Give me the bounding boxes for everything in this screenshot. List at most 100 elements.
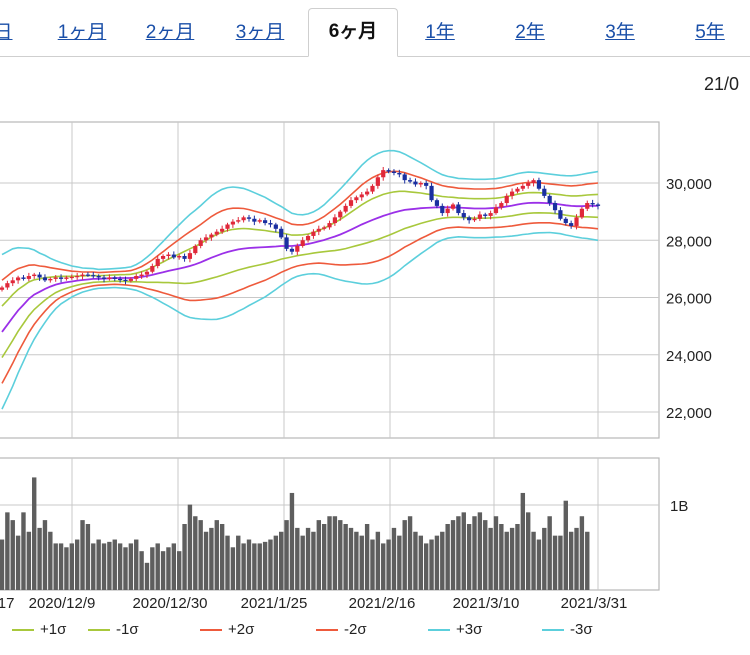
volume-bar <box>230 547 236 590</box>
volume-bar <box>386 539 391 590</box>
candle-body <box>85 274 91 276</box>
candle-body <box>467 217 472 221</box>
candle-body <box>397 172 402 175</box>
tab-6[interactable]: 2年 <box>515 22 545 43</box>
candle-body <box>536 180 542 189</box>
volume-bar <box>445 524 450 590</box>
volume-bar <box>32 477 37 590</box>
tab-7[interactable]: 3年 <box>605 22 635 43</box>
candle-body <box>134 276 139 279</box>
x-tick-label: 2021/2/16 <box>349 595 416 612</box>
volume-bar <box>150 547 155 590</box>
candle-body <box>558 210 563 219</box>
candle-body <box>569 223 574 226</box>
volume-bar <box>53 543 58 590</box>
candle-body <box>542 188 547 196</box>
volume-bar <box>48 531 53 590</box>
volume-bar <box>171 543 177 590</box>
candle-body <box>493 207 499 214</box>
volume-bar <box>166 547 171 590</box>
x-tick-label: 2020/12/30 <box>132 595 207 612</box>
candle-body <box>118 278 123 281</box>
candle-body <box>483 214 488 216</box>
y-tick-label: 28,000 <box>666 233 712 250</box>
volume-bar <box>343 524 348 590</box>
legend-label: +2σ <box>228 621 255 638</box>
candle-body <box>203 237 209 241</box>
candle-body <box>547 195 552 204</box>
volume-bar <box>268 539 273 590</box>
candle-body <box>343 205 348 212</box>
volume-bar <box>96 539 101 590</box>
volume-bar <box>321 524 327 590</box>
volume-bar <box>176 551 182 590</box>
candle-body <box>182 255 187 259</box>
tab-3[interactable]: 3ヶ月 <box>235 22 285 43</box>
candle-body <box>225 224 230 229</box>
candle-body <box>526 183 531 186</box>
candle-body <box>21 277 26 279</box>
candle-body <box>279 228 284 238</box>
volume-bar <box>504 531 509 590</box>
candle-body <box>338 211 343 218</box>
volume-bar <box>558 535 563 590</box>
candle-body <box>595 204 601 206</box>
y-tick-label: 24,000 <box>666 348 712 365</box>
volume-bar <box>85 524 91 590</box>
candle-body <box>579 208 584 218</box>
volume-bar <box>509 527 515 590</box>
tab-2[interactable]: 2ヶ月 <box>145 22 195 43</box>
volume-bar <box>397 535 402 590</box>
candle-body <box>391 171 397 173</box>
volume-bar <box>64 547 69 590</box>
candle-body <box>295 245 300 252</box>
volume-bar <box>91 543 96 590</box>
legend-swatch <box>200 629 222 632</box>
candle-body <box>434 200 440 206</box>
candle-body <box>531 180 536 183</box>
y-tick-label: 22,000 <box>666 405 712 422</box>
candle-body <box>407 180 413 182</box>
volume-bar <box>198 520 203 590</box>
volume-bar <box>187 504 193 590</box>
volume-bar <box>568 531 574 590</box>
candle-body <box>354 197 359 201</box>
candle-body <box>520 185 525 189</box>
volume-bar <box>520 492 526 590</box>
volume-bar <box>536 539 542 590</box>
legend-item-3: -2σ <box>316 618 367 642</box>
volume-bar <box>257 543 262 590</box>
candle-body <box>289 248 295 252</box>
volume-bar <box>252 543 257 590</box>
y-tick-label: 26,000 <box>666 291 712 308</box>
candle-body <box>112 277 117 279</box>
volume-bar <box>112 539 117 590</box>
candle-body <box>461 213 466 218</box>
candle-body <box>456 204 461 214</box>
volume-bar <box>209 527 214 590</box>
tab-5[interactable]: 1年 <box>425 22 455 43</box>
candle-body <box>348 200 354 206</box>
candle-body <box>418 183 423 185</box>
volume-bar <box>585 531 590 590</box>
candle-body <box>504 195 509 204</box>
tab-8[interactable]: 5年 <box>695 22 725 43</box>
volume-bar <box>284 520 289 590</box>
candle-body <box>187 253 193 259</box>
tab-1[interactable]: 1ヶ月 <box>57 22 107 43</box>
volume-bar <box>123 547 128 590</box>
volume-bar <box>246 539 252 590</box>
candle-body <box>241 217 246 221</box>
volume-bar <box>107 541 112 590</box>
volume-bar <box>279 531 284 590</box>
tab-4[interactable]: 6ヶ月 <box>308 8 398 57</box>
price-chart: 30,000 28,000 26,000 24,000 22,000 1B/17 2020/… <box>0 121 712 612</box>
candle-body <box>450 204 456 209</box>
band-minus-2sigma <box>1 222 599 384</box>
candle-body <box>268 223 273 225</box>
tab-0[interactable]: 日 <box>0 22 13 43</box>
volume-bar <box>391 527 397 590</box>
volume-bar <box>182 524 187 590</box>
candle-body <box>477 214 482 219</box>
moving-average-line <box>1 201 598 333</box>
